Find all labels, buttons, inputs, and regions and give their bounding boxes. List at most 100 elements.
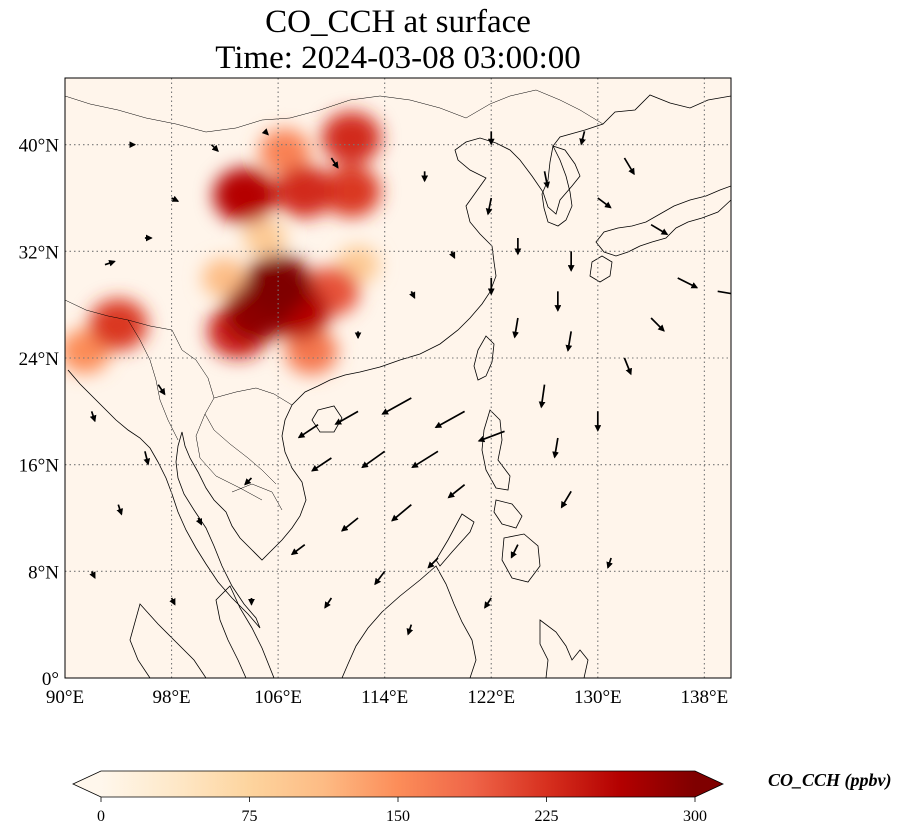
wind-arrow [311,457,332,472]
border-india-myanmar [127,319,179,441]
sumatra-coastline [129,603,207,678]
wind-arrow [171,195,180,202]
wind-arrow [512,317,519,339]
wind-arrow [89,570,96,579]
wind-arrow [195,517,203,526]
wind-arrow [157,384,166,396]
border-cambodia [231,483,283,511]
malay-coastline [215,585,275,678]
wind-arrow [210,144,219,153]
wind-arrow [447,484,466,499]
lat-tick-label: 16°N [19,456,60,477]
kyushu-coastline [589,255,613,283]
wind-arrow [290,543,306,556]
wind-arrow [538,384,546,409]
wind-arrow [324,597,333,609]
wind-arrow [510,544,519,559]
lon-tick-label: 106°E [254,687,302,708]
wind-arrow [477,430,505,443]
lat-tick-label: 32°N [19,242,60,263]
concentration-field [65,111,382,375]
wind-arrow [361,450,386,469]
wind-arrow [427,557,439,569]
taiwan-coastline [473,335,495,381]
mindanao-coastline [501,533,541,583]
wind-arrow [606,557,613,569]
border-thailand [195,413,263,501]
borneo-coastline [341,565,477,678]
wind-vectors [89,128,731,636]
colorbar-tick-label: 75 [242,808,258,825]
wind-arrow [579,131,586,146]
concentration-blob [213,167,277,224]
map-background [65,78,731,678]
wind-arrow [374,570,386,586]
wind-arrow [485,197,493,216]
wind-arrow [116,504,123,516]
country-borders [65,89,604,511]
concentration-blob [321,111,382,165]
wind-arrow [449,250,456,259]
lat-tick-label: 0° [42,669,59,690]
wind-arrow [484,597,492,609]
wind-arrow [391,504,412,522]
sulawesi-coastline [539,619,589,678]
visayas-coastline [493,499,523,529]
palawan-coastline [435,513,475,567]
title-line-2: Time: 2024-03-08 03:00:00 [215,40,581,76]
wind-arrow [381,397,412,415]
colorbar-ticks: 0 75 150 225 300 [97,797,707,825]
colorbar-tick-label: 300 [683,808,707,825]
wind-arrow [409,290,416,299]
wind-arrow [89,411,97,423]
wind-arrow [677,277,699,289]
wind-arrow [169,597,176,606]
coastlines [67,94,731,678]
lat-tick-label: 8°N [28,562,59,583]
wind-arrow [297,423,319,439]
lon-tick-label: 122°E [467,687,515,708]
wind-arrow [104,259,116,267]
colorbar-tick-label: 225 [535,808,559,825]
colorbar-label: CO_CCH (ppbv) [768,770,892,790]
border-myanmar-china [171,329,215,415]
wind-arrow [406,624,414,636]
wind-arrow [597,197,612,209]
lon-tick-label: 138°E [681,687,729,708]
wind-arrow [623,157,635,176]
colorbar-max-extension [695,771,723,797]
wind-arrow [560,490,572,509]
colorbar-body [101,771,695,797]
map-frame [64,77,732,679]
colorbar-tick-label: 150 [386,808,410,825]
chart-title: CO_CCH at surface Time: 2024-03-08 03:00… [0,4,796,76]
wind-arrow [623,357,632,376]
hainan-coastline [311,405,343,433]
wind-arrow [411,450,439,469]
border-mongolia [65,89,604,133]
wind-arrow [650,317,665,332]
border-laos [204,413,277,485]
concentration-blob [243,219,287,257]
wind-arrow [334,410,359,425]
concentration-blob [89,298,148,351]
wind-arrow [330,157,339,169]
korea-coastline [541,144,573,227]
latitude-tick-labels: 0° 8°N 16°N 24°N 32°N 40°N [19,136,60,690]
gridlines [65,78,731,678]
lon-tick-label: 114°E [361,687,408,708]
wind-arrow [434,410,466,429]
concentration-blob [274,165,335,218]
japan-coastline [595,185,731,257]
border-himalaya [65,299,173,331]
colorbar-min-extension [73,771,101,797]
wind-arrow [244,477,253,486]
longitude-tick-labels: 90°E 98°E 106°E 114°E 122°E 130°E 138°E [46,687,728,708]
wind-arrow [143,451,151,466]
lon-tick-label: 130°E [574,687,622,708]
wind-arrow [543,171,550,189]
colorbar-tick-label: 0 [97,808,105,825]
concentration-blob [202,258,248,298]
wind-arrow [552,437,559,459]
